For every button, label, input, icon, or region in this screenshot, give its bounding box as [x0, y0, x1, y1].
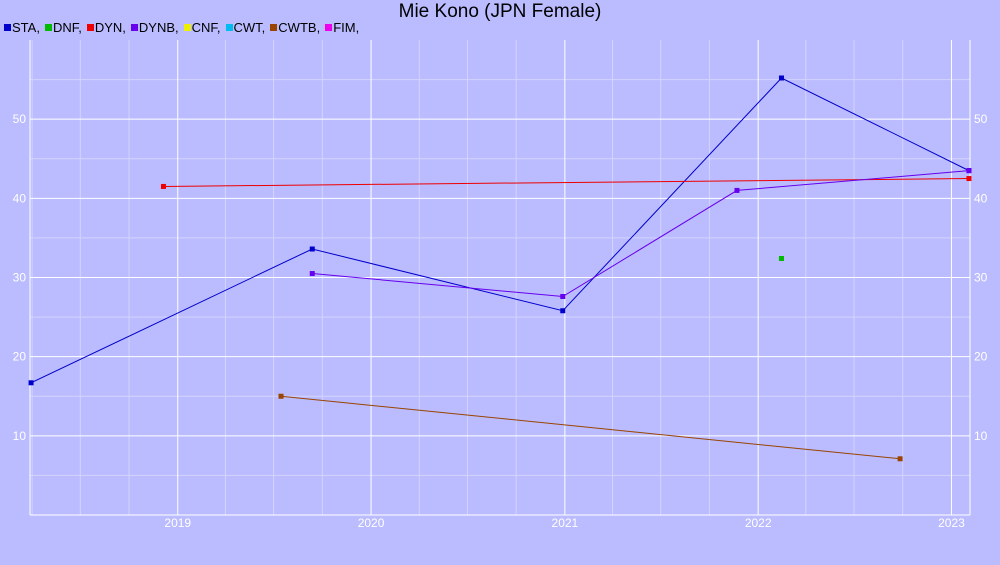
legend-swatch: [86, 24, 94, 31]
data-point-dynb: [734, 187, 740, 193]
data-point-dyn: [160, 183, 166, 189]
x-tick-label: 2019: [164, 516, 191, 530]
series-line-dynb: [312, 170, 969, 298]
y-tick-label-right: 30: [974, 271, 988, 285]
legend-item: CNF,: [183, 20, 221, 35]
data-point-sta: [560, 308, 566, 314]
legend: STA, DNF, DYN, DYNB, CNF, CWT, CWTB, FIM,: [4, 20, 364, 35]
data-point-dynb: [309, 271, 315, 277]
legend-swatch: [325, 24, 333, 31]
legend-swatch: [225, 24, 233, 31]
legend-label: STA,: [12, 20, 40, 35]
legend-swatch: [44, 24, 52, 31]
legend-swatch: [130, 24, 138, 31]
legend-label: DNF,: [52, 20, 82, 35]
legend-label: DYN,: [94, 20, 126, 35]
legend-label: DYNB,: [138, 20, 179, 35]
x-tick-label: 2021: [552, 516, 579, 530]
y-tick-label-left: 40: [13, 191, 27, 205]
data-point-cwtb: [897, 456, 903, 462]
series-line-sta: [30, 77, 970, 384]
legend-item: CWTB,: [270, 20, 320, 35]
legend-item: DYNB,: [130, 20, 179, 35]
legend-item: CWT,: [225, 20, 266, 35]
data-point-dynb: [966, 168, 972, 174]
x-tick-label: 2022: [745, 516, 772, 530]
legend-item: DYN,: [86, 20, 126, 35]
data-point-cwtb: [278, 393, 284, 399]
data-point-dynb: [560, 294, 566, 299]
y-tick-label-left: 30: [13, 271, 27, 285]
y-tick-label-right: 50: [974, 112, 988, 126]
y-tick-label-right: 40: [974, 191, 988, 205]
legend-label: FIM,: [333, 20, 360, 35]
data-point-sta: [28, 380, 34, 386]
legend-item: FIM,: [325, 20, 359, 35]
legend-label: CWT,: [233, 20, 266, 35]
data-point-sta: [778, 75, 784, 81]
y-tick-label-right: 20: [974, 350, 988, 364]
y-tick-label-right: 10: [974, 429, 988, 443]
y-tick-label-left: 50: [13, 112, 27, 126]
legend-item: STA,: [4, 20, 40, 35]
series-line-dyn: [163, 178, 969, 187]
data-point-sta: [309, 246, 315, 252]
legend-swatch: [270, 24, 278, 31]
y-tick-label-left: 10: [13, 429, 27, 443]
x-tick-label: 2020: [358, 516, 385, 530]
data-point-dyn: [966, 176, 972, 182]
x-tick-label: 2023: [938, 516, 965, 530]
series-line-cwtb: [280, 395, 901, 460]
chart-title: Mie Kono (JPN Female): [398, 1, 602, 22]
legend-label: CWTB,: [278, 20, 321, 35]
data-point-dnf: [778, 256, 784, 261]
legend-item: DNF,: [44, 20, 82, 35]
legend-label: CNF,: [191, 20, 221, 35]
legend-swatch: [4, 24, 11, 31]
legend-swatch: [183, 24, 191, 31]
y-tick-label-left: 20: [13, 350, 27, 364]
